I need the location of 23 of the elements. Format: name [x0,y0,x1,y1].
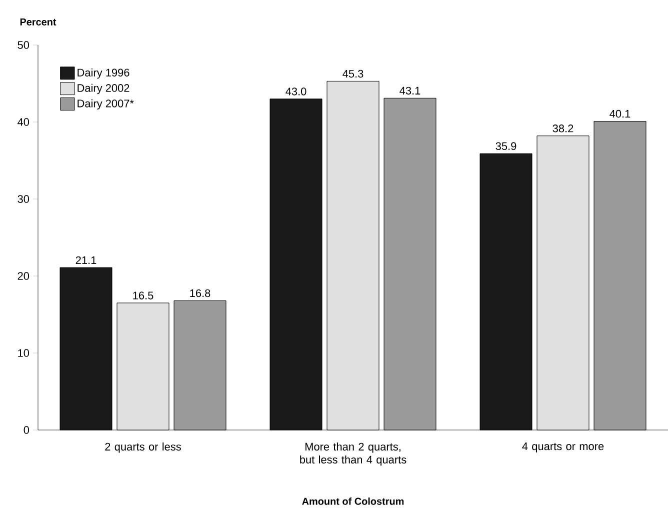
x-tick-label: 2 quarts or less [105,442,181,453]
data-label: 35.9 [496,142,516,150]
y-axis-title: Percent [20,18,56,26]
x-axis-title: Amount of Colostrum [302,498,404,505]
data-label: 21.1 [76,256,96,264]
x-tick-label: More than 2 quarts, but less than 4 quarts [300,442,406,466]
legend-label: Dairy 2002 [78,84,130,94]
x-tick-label: 4 quarts or more [522,442,604,452]
data-label: 43.0 [286,88,306,96]
y-tick-label: 10 [18,349,30,357]
data-label: 16.5 [133,292,154,300]
data-label: 38.2 [552,124,574,132]
legend-label: Dairy 2007* [78,99,134,110]
y-tick-label: 40 [18,118,30,126]
data-label: 43.1 [400,86,420,95]
data-label: 40.1 [610,110,630,118]
legend-label: Dairy 1996 [78,68,130,79]
y-tick-label: 30 [18,195,30,203]
data-label: 16.8 [190,289,210,298]
y-tick-label: 20 [18,272,30,280]
y-tick-label: 50 [18,41,30,49]
data-label: 45.3 [342,70,364,78]
y-tick-label: 0 [24,426,30,434]
